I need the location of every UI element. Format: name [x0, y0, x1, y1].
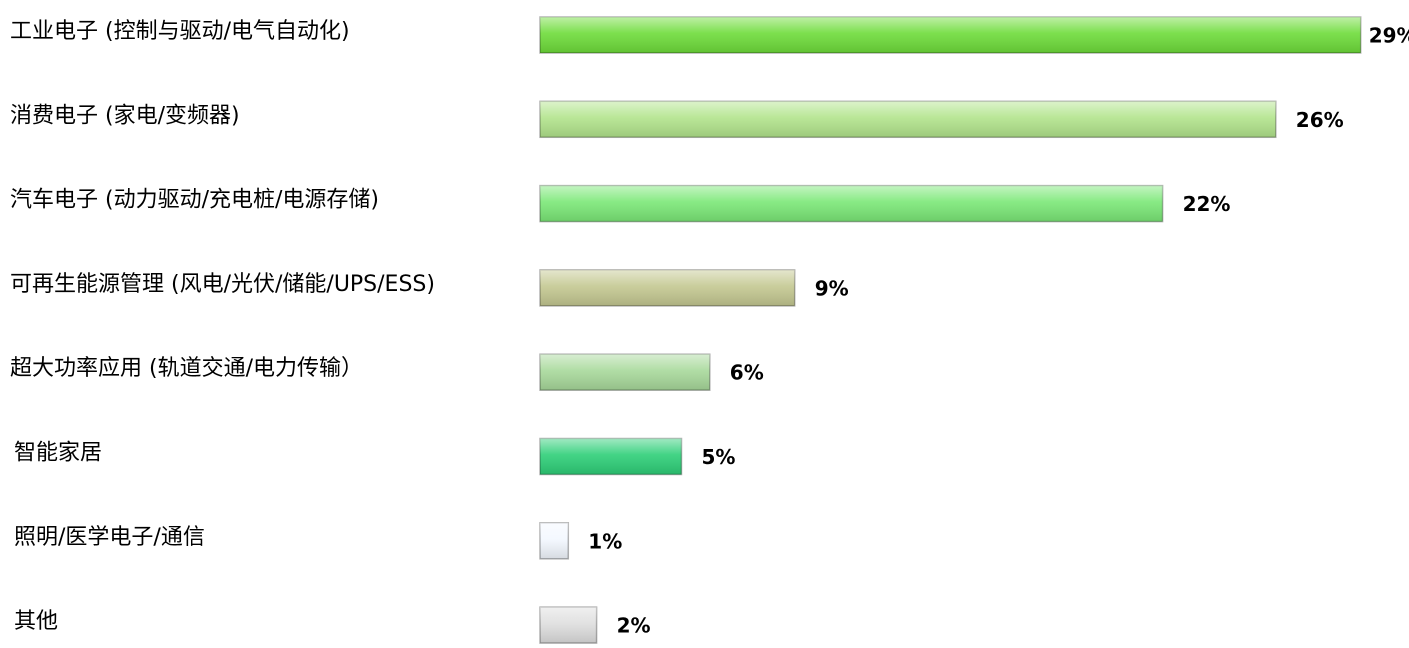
- bar-shine: [540, 17, 1361, 53]
- bar-shine: [540, 438, 682, 475]
- value-label: 22%: [1183, 192, 1231, 216]
- value-label: 2%: [617, 614, 651, 638]
- category-label: 工业电子 (控制与驱动/电气自动化): [10, 19, 350, 44]
- category-label: 消费电子 (家电/变频器): [10, 103, 240, 128]
- category-label: 智能家居: [14, 441, 102, 466]
- value-label: 29%: [1369, 24, 1409, 48]
- bar-shine: [540, 522, 569, 559]
- value-label: 5%: [702, 445, 736, 469]
- bar-shine: [540, 607, 597, 644]
- category-label: 其他: [14, 609, 58, 634]
- bar-shine: [540, 185, 1163, 222]
- value-label: 26%: [1296, 108, 1344, 132]
- value-label: 9%: [815, 276, 849, 300]
- bar-shine: [540, 354, 710, 391]
- category-label: 可再生能源管理 (风电/光伏/储能/UPS/ESS): [10, 272, 435, 297]
- bar-shine: [540, 269, 795, 306]
- category-label: 汽车电子 (动力驱动/充电桩/电源存储): [10, 188, 379, 213]
- category-label: 超大功率应用 (轨道交通/电力传输）: [10, 356, 363, 381]
- value-label: 1%: [588, 529, 622, 553]
- category-label: 照明/医学电子/通信: [14, 525, 205, 550]
- value-label: 6%: [730, 361, 764, 385]
- bar-shine: [540, 101, 1276, 138]
